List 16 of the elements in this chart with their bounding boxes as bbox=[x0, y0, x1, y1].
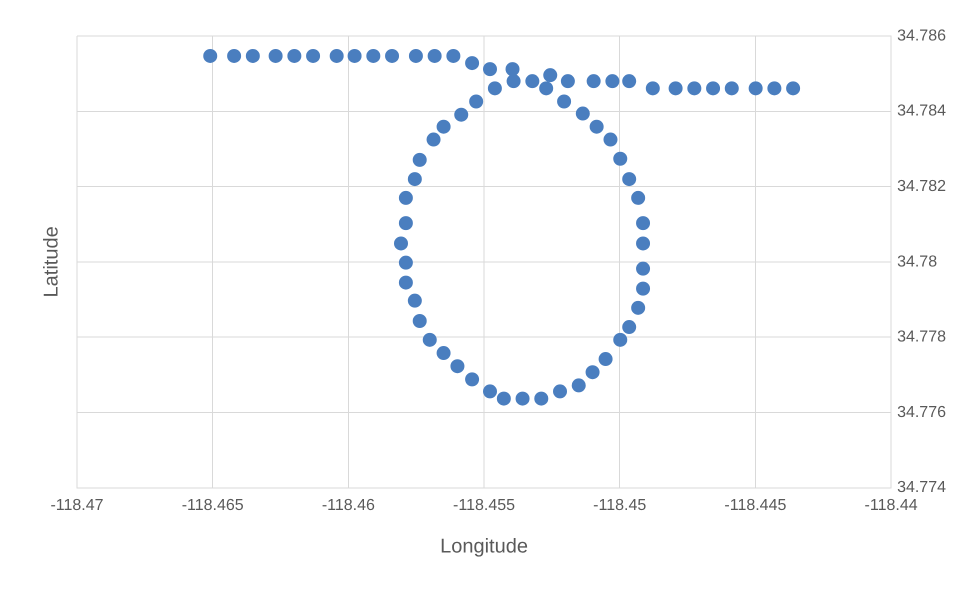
y-tick-label: 34.776 bbox=[897, 404, 946, 421]
y-axis-title: Latitude bbox=[40, 226, 63, 298]
y-tick-label: 34.784 bbox=[897, 102, 946, 120]
x-tick-label: -118.47 bbox=[50, 496, 104, 514]
y-tick-label: 34.782 bbox=[897, 178, 946, 196]
y-tick-label: 34.786 bbox=[897, 27, 946, 44]
x-tick-label: -118.455 bbox=[453, 496, 516, 514]
x-tick-label: -118.46 bbox=[322, 496, 375, 514]
x-tick-label: -118.44 bbox=[864, 496, 918, 514]
x-tick-label: -118.45 bbox=[593, 496, 646, 514]
y-tick-label: 34.78 bbox=[897, 253, 938, 270]
x-tick-label: -118.465 bbox=[182, 496, 244, 514]
y-tick-label: 34.778 bbox=[897, 328, 946, 346]
x-tick-label: -118.445 bbox=[724, 496, 786, 514]
y-tick-label: 34.774 bbox=[897, 479, 946, 496]
x-axis-title: Longitude bbox=[440, 536, 528, 558]
